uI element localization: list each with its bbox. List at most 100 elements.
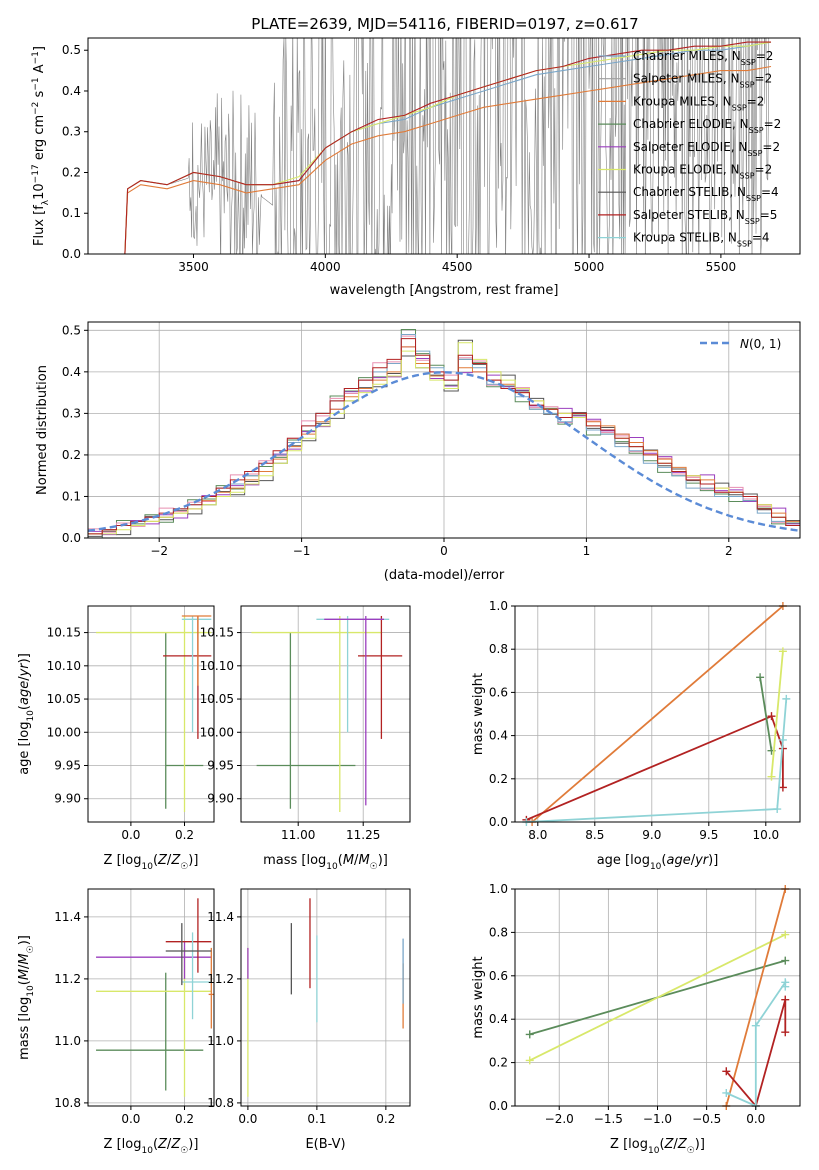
- x-tick-label: 2: [725, 544, 733, 558]
- x-tick-label: 11.25: [346, 828, 380, 842]
- x-tick-label: −1: [293, 544, 311, 558]
- y-tick-label: 0.0: [62, 531, 81, 545]
- y-tick-label: 0.0: [62, 247, 81, 261]
- axes-frame: [87, 888, 215, 1107]
- y-tick-label: 0.2: [62, 448, 81, 462]
- mass-weight-vs-age-panel: 8.0 8.5 9.0 9.5 10.0 0.0 0.2 0.4 0.6 0.8 1.0 age [l…: [471, 599, 801, 872]
- weight-point: [778, 735, 787, 744]
- y-axis-label: mass weight: [471, 956, 486, 1038]
- x-axis-label: Z [log10(Z/Z☉)]: [104, 1137, 199, 1156]
- x-tick-label: −1.0: [643, 1112, 672, 1126]
- x-tick-label: 9.5: [699, 828, 718, 842]
- x-tick-label: 8.0: [528, 828, 547, 842]
- mass-weight-vs-metallicity-panel: −2.0 −1.5 −1.0 −0.5 0.0 0.0 0.2 0.4 0.6 0.8 1.0 Z […: [471, 882, 801, 1156]
- figure-title: PLATE=2639, MJD=54116, FIBERID=0197, z=0…: [251, 15, 638, 33]
- legend-entry: Salpeter STELIB, NSSP=5: [633, 208, 777, 226]
- x-tick-label: 0: [440, 544, 448, 558]
- y-tick-label: 11.0: [54, 1034, 81, 1048]
- y-tick-label: 10.15: [47, 626, 81, 640]
- weight-line: [526, 698, 788, 823]
- axes-frame: [240, 888, 411, 1107]
- y-tick-label: 0.1: [62, 489, 81, 503]
- y-tick-label: 0.3: [62, 406, 81, 420]
- x-tick-label: 0.2: [175, 1112, 194, 1126]
- weight-point: [781, 995, 790, 1004]
- axes-frame: [87, 37, 801, 255]
- y-tick-label: 0.0: [489, 815, 508, 829]
- spectrum-lines: [117, 38, 772, 254]
- weight-point: [722, 1088, 731, 1097]
- x-tick-label: 0.0: [746, 1112, 765, 1126]
- x-tick-label: 5000: [574, 260, 605, 274]
- x-tick-label: 9.0: [642, 828, 661, 842]
- legend-entry: Kroupa MILES, NSSP=2: [633, 94, 764, 112]
- y-tick-label: 0.0: [489, 1099, 508, 1113]
- y-tick-label: 0.2: [489, 1056, 508, 1070]
- weight-point: [756, 673, 765, 682]
- y-tick-label: 11.2: [207, 972, 234, 986]
- y-tick-label: 0.6: [489, 685, 508, 699]
- weight-point: [781, 956, 790, 965]
- x-tick-label: 3500: [178, 260, 209, 274]
- y-tick-label: 0.6: [489, 969, 508, 983]
- y-tick-label: 10.05: [200, 692, 234, 706]
- weight-point: [781, 982, 790, 991]
- x-tick-label: 0.0: [238, 1112, 257, 1126]
- axes-frame: [240, 605, 411, 823]
- weight-line: [725, 888, 787, 1107]
- y-tick-label: 0.4: [489, 1012, 508, 1026]
- y-axis-label: mass weight: [471, 673, 486, 755]
- x-tick-label: 8.5: [585, 828, 604, 842]
- x-axis-label: age [log10(age/yr)]: [597, 853, 719, 872]
- y-tick-label: 9.90: [54, 792, 81, 806]
- x-axis-label: wavelength [Angstrom, rest frame]: [330, 283, 559, 298]
- y-tick-label: 10.05: [47, 692, 81, 706]
- weight-point: [525, 1056, 534, 1065]
- x-tick-label: 0.0: [121, 828, 140, 842]
- y-tick-label: 10.10: [47, 659, 81, 673]
- y-tick-label: 9.95: [54, 759, 81, 773]
- weight-line: [759, 677, 773, 751]
- x-axis-label: Z [log10(Z/Z☉)]: [104, 853, 199, 872]
- x-tick-label: 0.1: [307, 1112, 326, 1126]
- x-tick-label: −0.5: [692, 1112, 721, 1126]
- legend-entry: Chabrier ELODIE, NSSP=2: [633, 117, 781, 135]
- y-tick-label: 10.15: [200, 626, 234, 640]
- model-spectrum: [117, 41, 771, 254]
- y-tick-label: 0.4: [62, 365, 81, 379]
- x-tick-label: 5500: [706, 260, 737, 274]
- legend-entry: N(0, 1): [740, 337, 781, 351]
- weight-point: [525, 1030, 534, 1039]
- y-axis-label: mass [log10(M/M☉)]: [17, 935, 36, 1060]
- mass-vs-extinction-panel: 0.0 0.1 0.2 10.8 11.0 11.2 11.4 E(B-V): [207, 888, 411, 1152]
- x-axis-label: E(B-V): [305, 1137, 345, 1152]
- y-tick-label: 0.5: [62, 43, 81, 57]
- legend-entry: Salpeter ELODIE, NSSP=2: [633, 140, 780, 158]
- y-tick-label: 11.4: [54, 910, 81, 924]
- weight-line: [529, 933, 786, 1062]
- x-axis-label: (data-model)/error: [384, 568, 505, 583]
- y-tick-label: 11.4: [207, 910, 234, 924]
- axes-frame: [87, 605, 215, 823]
- y-tick-label: 10.00: [200, 725, 234, 739]
- model-spectrum: [117, 65, 772, 254]
- y-axis-label: Normed distribution: [35, 365, 50, 495]
- weight-point: [773, 805, 782, 814]
- y-tick-label: 0.2: [489, 772, 508, 786]
- x-tick-label: 10.0: [752, 828, 779, 842]
- legend-entry: Kroupa STELIB, NSSP=4: [633, 231, 770, 249]
- weight-line: [725, 999, 787, 1108]
- x-tick-label: −2.0: [545, 1112, 574, 1126]
- y-tick-label: 0.4: [489, 729, 508, 743]
- x-tick-label: 0.2: [376, 1112, 395, 1126]
- weight-point: [722, 1067, 731, 1076]
- x-tick-label: −1.5: [594, 1112, 623, 1126]
- weight-point: [767, 712, 776, 721]
- y-axis-label: age [log10(age/yr)]: [17, 653, 36, 775]
- y-tick-label: 0.1: [62, 206, 81, 220]
- age-vs-metallicity-panel: 0.0 0.2 9.90 9.95 10.00 10.05 10.10 10.15 Z [log…: [17, 605, 215, 872]
- mass-vs-metallicity-panel: 0.0 0.2 10.8 11.0 11.2 11.4 Z [log10(Z/Z☉)] mas…: [17, 888, 215, 1156]
- x-axis-label: Z [log10(Z/Z☉)]: [610, 1137, 705, 1156]
- weight-point: [778, 783, 787, 792]
- y-tick-label: 0.2: [62, 165, 81, 179]
